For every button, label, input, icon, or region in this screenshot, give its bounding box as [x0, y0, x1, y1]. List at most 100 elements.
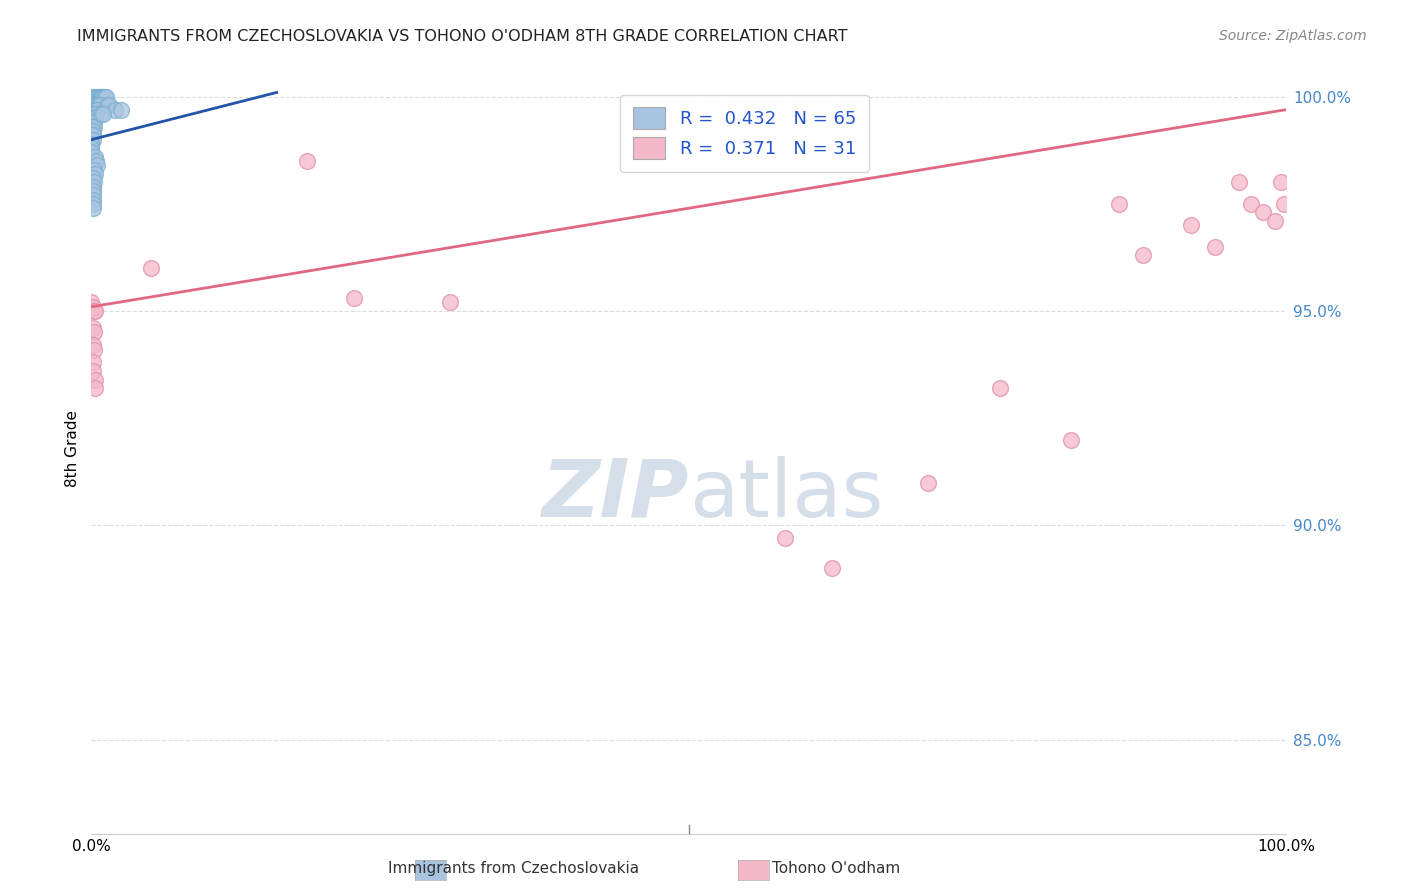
Point [84, 103, 107, 117]
Text: Immigrants from Czechoslovakia: Immigrants from Czechoslovakia [388, 862, 638, 876]
Point [80, 141, 103, 155]
Point [91, 89, 114, 103]
Point [83, 304, 105, 318]
Point [80, 295, 103, 310]
Point [80, 132, 103, 146]
Point [83, 326, 105, 340]
Point [110, 103, 132, 117]
Point [82, 171, 104, 186]
Point [83, 111, 105, 125]
Point [83, 98, 105, 112]
Point [1240, 197, 1263, 211]
Point [84, 98, 107, 112]
Text: Tohono O'odham: Tohono O'odham [772, 862, 901, 876]
Point [917, 475, 939, 490]
Point [821, 561, 844, 575]
Point [90, 107, 112, 121]
Point [86, 103, 108, 117]
Point [84, 98, 107, 112]
Point [89, 98, 111, 112]
Point [87, 89, 110, 103]
Point [104, 103, 127, 117]
Point [82, 193, 104, 207]
Point [83, 107, 105, 121]
Point [82, 103, 104, 117]
Y-axis label: 8th Grade: 8th Grade [65, 409, 80, 487]
Point [90, 89, 112, 103]
Point [1108, 197, 1130, 211]
Point [98, 98, 121, 112]
Point [1204, 240, 1226, 254]
Point [83, 120, 105, 134]
Point [82, 201, 104, 215]
Point [84, 103, 107, 117]
Point [1180, 219, 1202, 233]
Point [93, 107, 114, 121]
Point [84, 150, 107, 164]
Point [84, 111, 107, 125]
Point [439, 295, 461, 310]
Point [93, 89, 114, 103]
Point [82, 300, 104, 314]
Point [82, 355, 104, 369]
Point [82, 179, 104, 194]
Point [80, 111, 103, 125]
Point [82, 338, 104, 352]
Point [82, 184, 104, 198]
Point [84, 381, 107, 395]
Point [94, 89, 117, 103]
Point [96, 98, 118, 112]
Point [86, 89, 108, 103]
Point [82, 107, 104, 121]
Point [80, 89, 103, 103]
Point [86, 158, 108, 172]
Text: Source: ZipAtlas.com: Source: ZipAtlas.com [1219, 29, 1367, 43]
Point [82, 128, 104, 143]
Point [82, 120, 104, 134]
Point [1264, 214, 1286, 228]
Point [89, 89, 111, 103]
Point [84, 107, 107, 121]
Point [1227, 176, 1250, 190]
Point [93, 89, 115, 103]
Point [83, 162, 105, 177]
Point [84, 154, 107, 169]
Point [83, 343, 105, 357]
Point [343, 291, 366, 305]
Point [80, 136, 103, 151]
Point [82, 321, 104, 335]
Point [80, 120, 103, 134]
Point [84, 167, 107, 181]
Point [82, 197, 104, 211]
Point [295, 154, 318, 169]
Point [80, 128, 103, 143]
Point [84, 107, 107, 121]
Point [988, 381, 1011, 395]
Point [1251, 205, 1274, 219]
Point [82, 111, 104, 125]
Point [1060, 433, 1083, 447]
Point [82, 132, 104, 146]
Point [82, 115, 104, 129]
Point [82, 188, 104, 202]
Point [84, 89, 107, 103]
Point [773, 531, 796, 545]
Point [83, 89, 105, 103]
Point [86, 98, 108, 112]
Point [1272, 197, 1295, 211]
Point [141, 261, 162, 276]
Point [87, 98, 110, 112]
Point [83, 103, 105, 117]
Point [82, 124, 104, 138]
Point [80, 124, 103, 138]
Point [80, 115, 103, 129]
Point [83, 176, 105, 190]
Point [84, 373, 107, 387]
Point [82, 364, 104, 378]
Point [82, 98, 104, 112]
Point [1270, 176, 1292, 190]
Legend: R =  0.432   N = 65, R =  0.371   N = 31: R = 0.432 N = 65, R = 0.371 N = 31 [620, 95, 869, 172]
Text: ZIP: ZIP [541, 456, 689, 533]
Text: IMMIGRANTS FROM CZECHOSLOVAKIA VS TOHONO O'ODHAM 8TH GRADE CORRELATION CHART: IMMIGRANTS FROM CZECHOSLOVAKIA VS TOHONO… [77, 29, 848, 44]
Point [80, 145, 103, 160]
